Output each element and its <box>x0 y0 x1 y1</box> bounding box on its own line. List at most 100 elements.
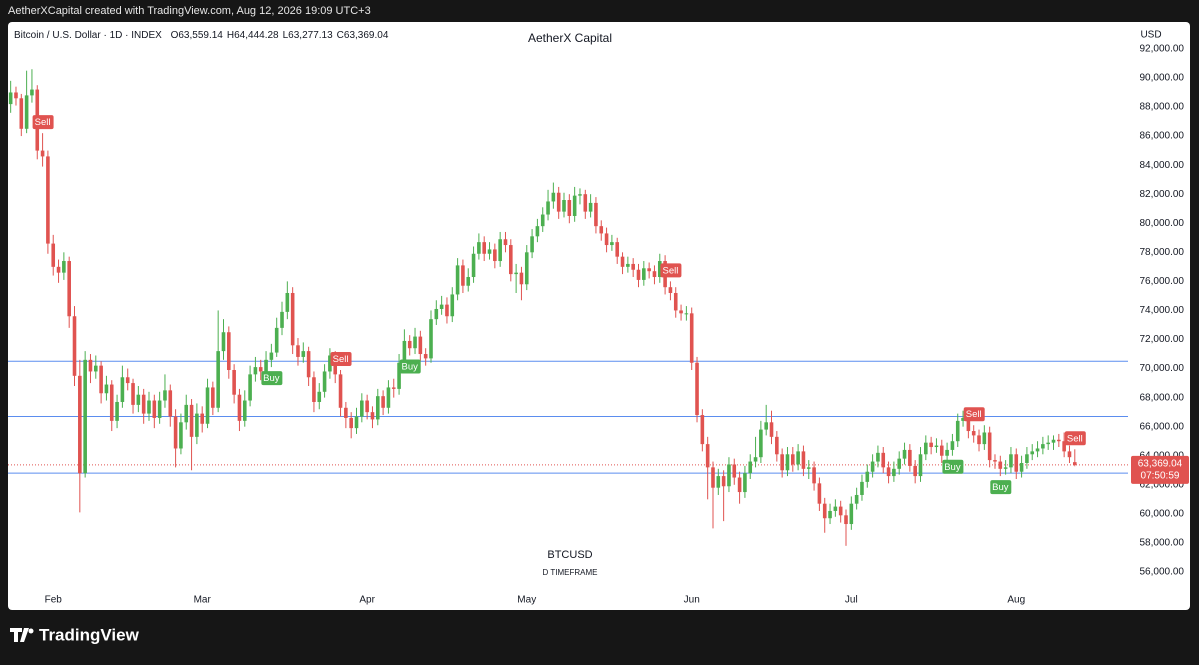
countdown: 07:50:59 <box>1141 471 1180 482</box>
candle-body <box>317 391 322 402</box>
candle-body <box>514 272 518 275</box>
x-tick-label: Mar <box>194 595 212 606</box>
signal-label: Sell <box>333 354 349 365</box>
candle-body <box>152 400 157 418</box>
candle-body <box>567 199 572 216</box>
candle-body <box>163 390 167 401</box>
candle-body <box>136 394 141 405</box>
candle-body <box>290 292 295 346</box>
candle-body <box>790 454 795 465</box>
candle-body <box>88 359 93 372</box>
ohlc-value: 63,369.04 <box>344 30 389 41</box>
watermark: BTCUSD <box>547 549 592 561</box>
signal-label: Buy <box>402 361 419 372</box>
candle-body <box>556 192 561 212</box>
y-tick-label: 72,000.00 <box>1140 334 1185 345</box>
logo-mark <box>10 628 29 642</box>
candle-body <box>274 327 279 353</box>
candle-body <box>668 287 673 293</box>
signal-label: Buy <box>992 482 1009 493</box>
candle-body <box>695 362 699 416</box>
candle-body <box>876 452 880 462</box>
ohlc-key: C <box>337 30 344 41</box>
header-caption: AetherXCapital created with TradingView.… <box>8 5 371 17</box>
candle-body <box>631 263 635 270</box>
candle-body <box>306 351 311 378</box>
candle-body <box>391 387 396 389</box>
y-tick-label: 84,000.00 <box>1140 160 1185 171</box>
candle-body <box>78 375 82 474</box>
candle-body <box>147 400 151 414</box>
candle-body <box>221 332 226 352</box>
candle-body <box>971 431 976 436</box>
candle-body <box>67 261 71 317</box>
candle-body <box>237 394 242 421</box>
candle-body <box>551 192 556 202</box>
candle-body <box>700 415 705 445</box>
x-tick-label: Jul <box>845 595 858 606</box>
candle-body <box>886 467 891 477</box>
candle-body <box>109 384 114 421</box>
ohlc-key: H <box>227 30 234 41</box>
price-label: 63,369.04 <box>1138 459 1183 470</box>
y-tick-label: 88,000.00 <box>1140 102 1185 113</box>
chart-title: AetherX Capital <box>528 31 612 45</box>
candle-body <box>445 304 449 317</box>
y-tick-label: 78,000.00 <box>1140 247 1185 258</box>
candle-body <box>301 351 306 357</box>
candle-body <box>370 412 375 420</box>
candle-body <box>727 464 731 487</box>
candle-body <box>610 242 614 246</box>
candle-body <box>461 265 465 286</box>
y-tick-label: 64,000.00 <box>1140 450 1185 461</box>
signal-label: Sell <box>966 409 982 420</box>
candle-body <box>860 481 864 495</box>
candle-body <box>418 336 423 355</box>
candle-body <box>434 308 439 320</box>
candle-body <box>487 249 492 254</box>
candle-body <box>578 194 582 196</box>
candle-body <box>780 454 784 471</box>
candle-body <box>227 332 231 371</box>
candle-body <box>200 413 205 424</box>
candle-body <box>599 226 604 234</box>
candle-body <box>673 292 678 311</box>
candle-body <box>328 355 332 372</box>
candle-body <box>439 304 444 309</box>
signal-box <box>963 407 985 422</box>
candle-body <box>269 352 274 360</box>
candle-body <box>296 345 300 357</box>
candle-body <box>721 476 726 487</box>
y-tick-label: 62,000.00 <box>1140 479 1185 490</box>
candle-body <box>689 313 694 363</box>
signal-label: Buy <box>263 373 280 384</box>
signal-box <box>660 263 682 278</box>
candle-body <box>737 477 742 493</box>
candle-body <box>14 92 18 99</box>
ohlc-value: 63,559.14 <box>178 30 223 41</box>
candle-body <box>386 387 391 408</box>
signal-box <box>330 352 352 367</box>
candle-body <box>1009 454 1013 468</box>
candle-body <box>62 261 66 273</box>
candle-body <box>407 340 412 349</box>
candle-body <box>636 269 641 280</box>
candle-body <box>753 457 758 462</box>
candle-body <box>349 417 353 429</box>
candle-body <box>594 202 598 227</box>
candle-body <box>115 401 119 421</box>
candle-body <box>540 214 545 227</box>
candle-body <box>477 242 481 254</box>
logo-dot <box>28 628 34 634</box>
candle-body <box>46 156 50 244</box>
candle-body <box>8 92 13 105</box>
candle-body <box>679 310 683 314</box>
candle-body <box>711 467 715 488</box>
candle-body <box>806 467 811 469</box>
candle-body <box>51 243 56 267</box>
candle-body <box>562 199 566 212</box>
candle-body <box>828 510 832 519</box>
candle-body <box>195 413 199 437</box>
y-tick-label: 80,000.00 <box>1140 218 1185 229</box>
